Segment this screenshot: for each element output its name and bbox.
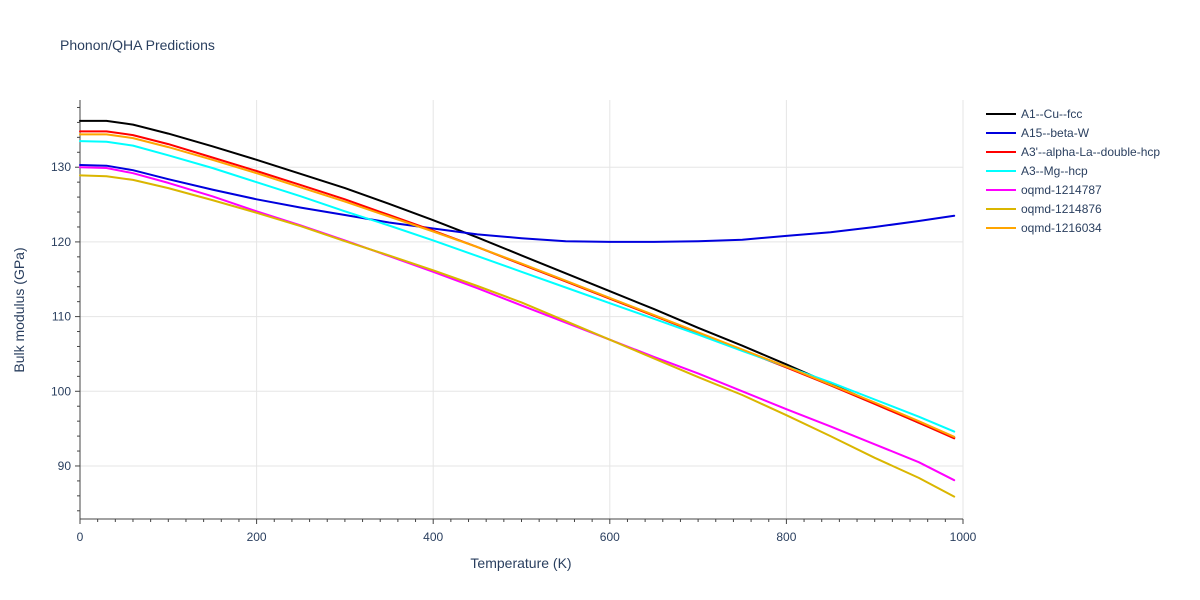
- series-line-5[interactable]: [79, 174, 956, 498]
- chart-title: Phonon/QHA Predictions: [60, 37, 215, 53]
- y-tick-label: 130: [51, 160, 71, 174]
- plot-area: [79, 119, 956, 498]
- axes: [75, 100, 964, 524]
- legend-label: A3--Mg--hcp: [1021, 164, 1088, 178]
- x-tick-label: 800: [776, 530, 796, 544]
- legend-item-6[interactable]: oqmd-1216034: [986, 221, 1102, 235]
- legend-item-0[interactable]: A1--Cu--fcc: [986, 107, 1082, 121]
- grid: [80, 100, 964, 519]
- y-tick-label: 120: [51, 235, 71, 249]
- y-tick-label: 100: [51, 384, 71, 398]
- legend-item-2[interactable]: A3'--alpha-La--double-hcp: [986, 145, 1160, 159]
- x-tick-label: 0: [77, 530, 84, 544]
- y-tick-label: 90: [58, 459, 72, 473]
- x-tick-label: 200: [247, 530, 267, 544]
- x-tick-label: 400: [423, 530, 443, 544]
- legend-label: oqmd-1214787: [1021, 183, 1102, 197]
- legend-label: A1--Cu--fcc: [1021, 107, 1082, 121]
- legend-item-3[interactable]: A3--Mg--hcp: [986, 164, 1088, 178]
- legend-label: oqmd-1216034: [1021, 221, 1102, 235]
- y-tick-label: 110: [52, 310, 71, 324]
- y-axis-title: Bulk modulus (GPa): [11, 247, 27, 372]
- legend-item-1[interactable]: A15--beta-W: [986, 126, 1090, 140]
- legend[interactable]: A1--Cu--fcc A15--beta-W A3'--alpha-La--dou…: [986, 107, 1160, 235]
- x-tick-label: 600: [600, 530, 620, 544]
- legend-label: A3'--alpha-La--double-hcp: [1021, 145, 1160, 159]
- series-line-1[interactable]: [79, 164, 956, 243]
- y-axis-ticks: 90 100 110 120 130: [51, 160, 71, 473]
- series-line-4[interactable]: [79, 166, 956, 482]
- series-line-6[interactable]: [79, 133, 956, 438]
- x-axis-ticks: 0 200 400 600 800 1000: [77, 530, 977, 544]
- legend-label: A15--beta-W: [1021, 126, 1090, 140]
- x-axis-title: Temperature (K): [470, 555, 571, 571]
- legend-label: oqmd-1214876: [1021, 202, 1102, 216]
- legend-item-5[interactable]: oqmd-1214876: [986, 202, 1102, 216]
- series-line-3[interactable]: [79, 140, 956, 433]
- legend-item-4[interactable]: oqmd-1214787: [986, 183, 1102, 197]
- x-tick-label: 1000: [950, 530, 977, 544]
